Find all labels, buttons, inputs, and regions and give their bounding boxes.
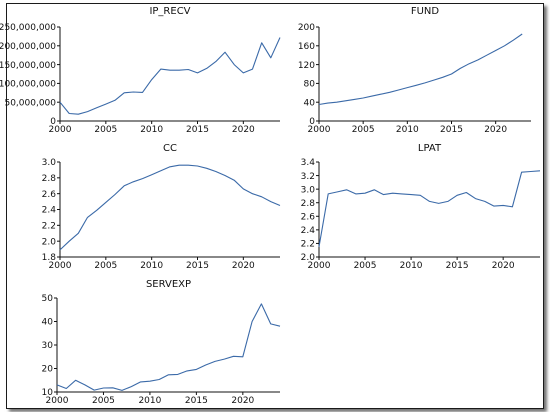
y-tick-label: 40 [304, 98, 316, 108]
x-tick-label: 2020 [484, 125, 507, 135]
y-tick-label: 2.2 [301, 240, 315, 250]
chart-panel-ip-recv: IP_RECV 2000 2005 2010 2015 2020 0 50,000,000 10… [0, 6, 281, 135]
x-tick-label: 2010 [140, 261, 163, 271]
chart-title-fund: FUND [411, 6, 440, 17]
x-tick-label: 2010 [138, 396, 161, 406]
x-tick-label: 2010 [396, 125, 419, 135]
y-tick-label: 150,000,000 [0, 61, 56, 71]
chart-panel-fund: FUND 2000 2005 2010 2015 2020 0 40 80 120 160 200 [298, 6, 531, 135]
y-tick-label: 2.0 [301, 253, 316, 263]
x-tick-label: 2010 [400, 261, 423, 271]
y-tick-label: 3.0 [301, 185, 316, 195]
x-tick-label: 2020 [232, 261, 255, 271]
y-tick-label: 0 [50, 117, 56, 127]
chart-title-ip-recv: IP_RECV [149, 6, 190, 17]
x-tick-label: 2010 [140, 125, 163, 135]
y-tick-label: 2.4 [42, 206, 57, 216]
y-tick-label: 3.4 [301, 158, 316, 168]
series-line-lpat [318, 170, 541, 247]
y-tick-label: 100,000,000 [0, 80, 56, 90]
x-tick-label: 2020 [231, 396, 254, 406]
x-tick-label: 2005 [354, 261, 377, 271]
x-tick-label: 2015 [185, 396, 208, 406]
y-tick-label: 2.6 [42, 190, 57, 200]
x-tick-label: 2020 [232, 125, 255, 135]
y-tick-label: 3.2 [301, 172, 315, 182]
y-tick-label: 80 [304, 80, 316, 90]
y-tick-label: 200 [298, 23, 315, 33]
x-tick-label: 2005 [352, 125, 375, 135]
chart-panel-servexp: SERVEXP 2000 2005 2010 2015 2020 10 20 30 40 50 [42, 279, 281, 406]
x-tick-label: 2005 [94, 261, 117, 271]
series-line-ip-recv [59, 37, 281, 115]
y-tick-label: 50 [42, 294, 54, 304]
y-tick-label: 2.8 [42, 174, 57, 184]
x-tick-label: 2000 [308, 261, 331, 271]
chart-panel-lpat: LPAT 2000 2005 2010 2015 2020 2.0 2.2 2.4 2.6 2.8 3… [301, 143, 541, 271]
y-tick-label: 10 [42, 388, 54, 398]
chart-title-servexp: SERVEXP [146, 279, 191, 290]
chart-title-lpat: LPAT [418, 143, 442, 154]
y-tick-label: 1.8 [42, 253, 57, 263]
y-tick-label: 0 [309, 117, 315, 127]
series-line-fund [318, 33, 523, 106]
x-tick-label: 2000 [46, 396, 69, 406]
x-tick-label: 2015 [440, 125, 463, 135]
y-tick-label: 50,000,000 [4, 98, 56, 108]
x-tick-label: 2000 [49, 261, 72, 271]
chart-panel-cc: CC 2000 2005 2010 2015 2020 1.8 2.0 2.2 2.4 2.6 2.8… [42, 143, 281, 271]
x-tick-label: 2005 [92, 396, 115, 406]
y-tick-label: 2.8 [301, 199, 316, 209]
figure-frame [6, 3, 544, 409]
x-tick-label: 2000 [49, 125, 72, 135]
x-tick-label: 2015 [446, 261, 469, 271]
y-tick-label: 120 [298, 61, 315, 71]
y-tick-label: 2.6 [301, 212, 316, 222]
y-tick-label: 2.0 [42, 237, 57, 247]
series-line-cc [59, 164, 281, 251]
x-tick-label: 2015 [186, 261, 209, 271]
chart-title-cc: CC [163, 143, 177, 154]
x-tick-label: 2000 [308, 125, 331, 135]
y-tick-label: 250,000,000 [0, 23, 56, 33]
y-tick-label: 2.2 [42, 222, 56, 232]
x-tick-label: 2015 [186, 125, 209, 135]
y-tick-label: 160 [298, 42, 315, 52]
y-tick-label: 20 [42, 365, 54, 375]
y-tick-label: 3.0 [42, 158, 57, 168]
y-tick-label: 30 [42, 341, 54, 351]
y-tick-label: 2.4 [301, 226, 316, 236]
y-tick-label: 200,000,000 [0, 42, 56, 52]
series-line-servexp [56, 303, 281, 391]
x-tick-label: 2020 [492, 261, 515, 271]
x-tick-label: 2005 [94, 125, 117, 135]
y-tick-label: 40 [42, 318, 54, 328]
